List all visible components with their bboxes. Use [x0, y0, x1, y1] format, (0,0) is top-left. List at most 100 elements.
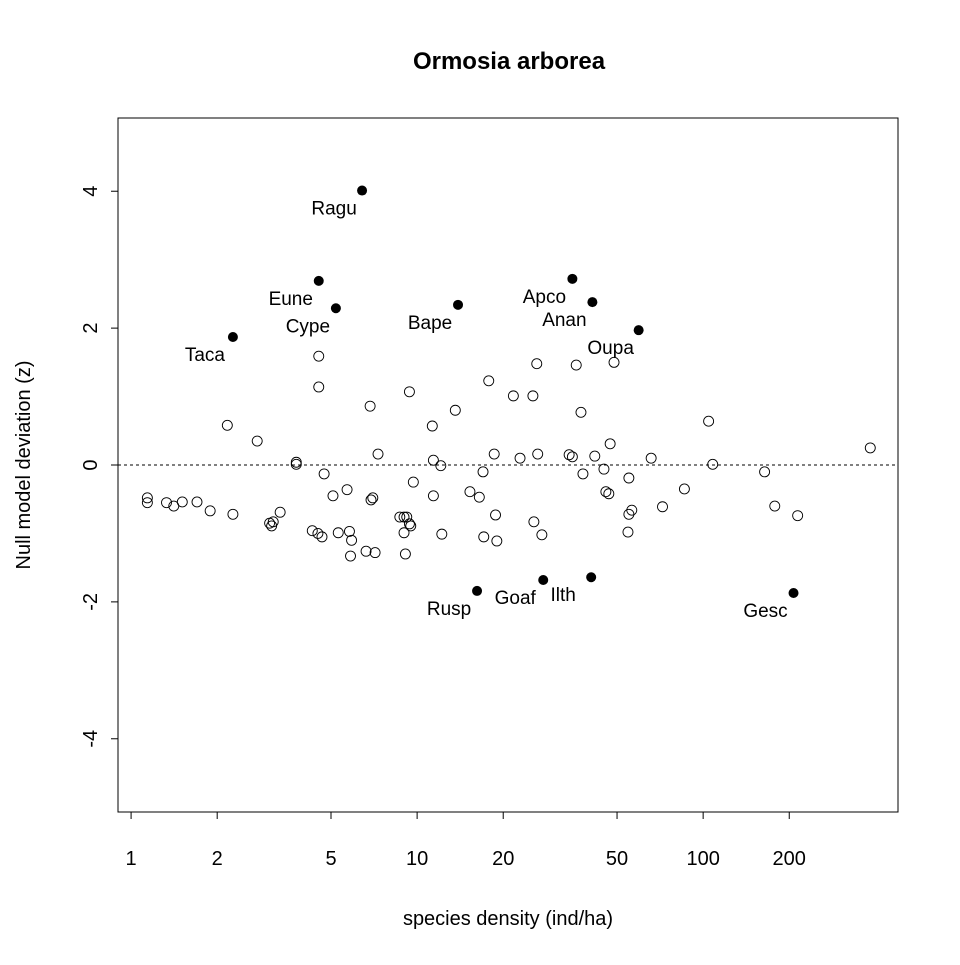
x-tick-label: 2 [212, 848, 223, 870]
point-label: Bape [408, 313, 452, 334]
open-point [427, 490, 439, 502]
significant-point [567, 273, 578, 284]
significant-point [227, 332, 238, 343]
y-axis-label: Null model deviation (z) [13, 361, 35, 570]
point-label: Cype [286, 316, 330, 337]
significant-point [357, 185, 368, 196]
open-point [449, 404, 461, 416]
open-point [759, 466, 771, 478]
y-tick-label: 2 [80, 323, 102, 334]
point-label: Eune [269, 289, 313, 310]
open-point [566, 451, 578, 463]
y-tick-label: -2 [80, 593, 102, 611]
point-label: Oupa [587, 338, 634, 359]
significant-point [587, 297, 598, 308]
open-point [792, 510, 804, 522]
open-point [864, 442, 876, 454]
open-point [367, 492, 379, 504]
open-point [769, 500, 781, 512]
significant-point [586, 572, 597, 583]
open-point [401, 511, 413, 523]
open-point [313, 350, 325, 362]
point-label: Ilth [550, 585, 575, 606]
point-label: Rusp [427, 599, 471, 620]
open-point [251, 435, 263, 447]
open-point [267, 516, 279, 528]
open-point [531, 358, 543, 370]
open-point [394, 511, 406, 523]
x-tick-label: 50 [606, 848, 628, 870]
point-label: Apco [523, 287, 566, 308]
open-point [478, 531, 490, 543]
significant-point [538, 574, 549, 585]
open-point [622, 526, 634, 538]
open-point [141, 492, 153, 504]
open-point [221, 419, 233, 431]
open-point [346, 534, 358, 546]
open-point [274, 506, 286, 518]
open-point [405, 520, 417, 532]
chart-title: Ormosia arborea [413, 48, 606, 75]
open-point [577, 468, 589, 480]
x-axis: 1 2 5 10 20 50 100 200 [126, 811, 806, 870]
open-point [436, 528, 448, 540]
open-point [344, 525, 355, 537]
x-tick-label: 20 [492, 848, 514, 870]
significant-point [472, 585, 483, 596]
open-point [589, 450, 601, 462]
open-point [313, 381, 325, 393]
open-point [360, 545, 372, 557]
open-point [204, 505, 216, 517]
open-point [161, 497, 172, 509]
open-point [316, 531, 328, 543]
significant-point [633, 325, 644, 336]
open-point [645, 452, 657, 464]
open-point [407, 476, 419, 488]
y-axis: -4 -2 0 2 4 [80, 186, 119, 748]
open-point [703, 415, 715, 427]
open-point [345, 550, 356, 562]
open-point [312, 527, 324, 539]
open-point [532, 448, 544, 460]
open-point [341, 484, 353, 496]
open-point [398, 527, 410, 539]
point-label: Taca [185, 345, 226, 366]
y-tick-label: 0 [80, 459, 102, 470]
open-point [626, 504, 638, 516]
point-label: Anan [542, 310, 586, 331]
open-point [227, 508, 239, 520]
open-point [527, 390, 539, 402]
x-tick-label: 10 [406, 848, 428, 870]
open-point [473, 491, 485, 503]
y-tick-label: 4 [80, 186, 102, 197]
open-point [327, 490, 339, 502]
x-tick-label: 100 [686, 848, 719, 870]
open-point [603, 488, 615, 500]
open-point [290, 456, 302, 468]
open-point [403, 386, 415, 398]
x-tick-label: 5 [325, 848, 336, 870]
open-point [575, 406, 587, 418]
open-point [176, 496, 188, 508]
open-point [563, 449, 575, 461]
open-point [435, 460, 447, 472]
open-point [399, 548, 411, 560]
open-point [318, 468, 330, 480]
open-point [604, 438, 616, 450]
open-point [600, 486, 612, 498]
open-point [657, 501, 668, 513]
y-tick-label: -4 [80, 730, 102, 748]
significant-point [313, 275, 324, 286]
open-point [365, 494, 377, 506]
open-point [427, 454, 439, 466]
open-point [514, 452, 526, 464]
open-point [570, 359, 582, 371]
significant-point [788, 587, 799, 598]
significant-point [330, 303, 341, 314]
open-point [141, 497, 153, 509]
open-point [598, 463, 610, 475]
open-point [528, 516, 540, 528]
open-point [477, 466, 489, 478]
open-point [364, 400, 376, 412]
